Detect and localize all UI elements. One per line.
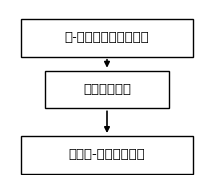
Text: 硫-导电剂复合物的制备: 硫-导电剂复合物的制备 <box>65 32 149 44</box>
FancyBboxPatch shape <box>21 136 193 174</box>
FancyBboxPatch shape <box>21 19 193 57</box>
FancyBboxPatch shape <box>45 71 169 108</box>
Text: 硫电极的制备: 硫电极的制备 <box>83 83 131 96</box>
Text: 导电层-硫电极的制备: 导电层-硫电极的制备 <box>69 148 145 161</box>
